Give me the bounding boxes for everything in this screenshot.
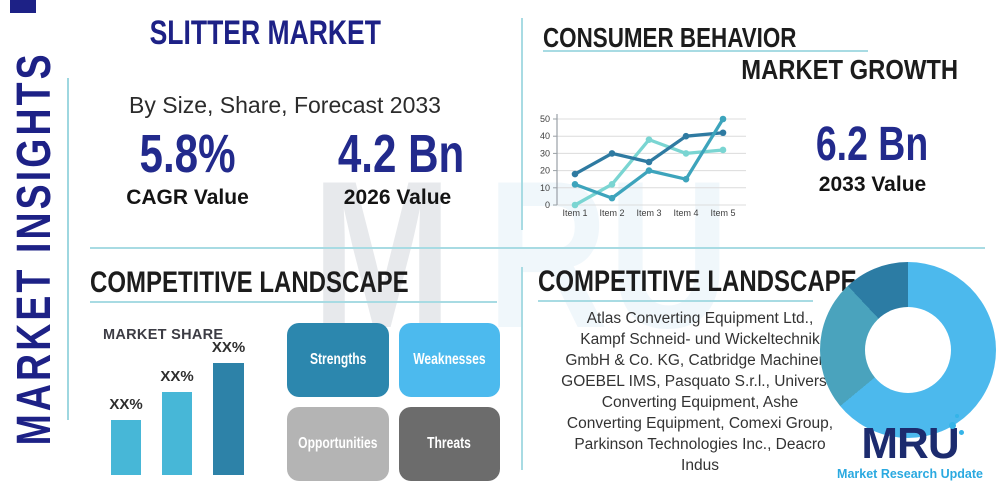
svg-text:Item 4: Item 4 <box>673 208 698 218</box>
stat-2033-value: 6.2 Bn 2033 Value <box>795 118 950 197</box>
page-subtitle: By Size, Share, Forecast 2033 <box>129 92 441 118</box>
cagr-value: 5.8% <box>139 124 236 184</box>
swot-grid: Strengths Weaknesses Opportunities Threa… <box>287 323 500 481</box>
svg-text:Item 2: Item 2 <box>599 208 624 218</box>
page-title: SLITTER MARKET <box>149 14 381 52</box>
market-insights-vertical-label: MARKET INSIGHTS <box>7 51 65 500</box>
market-share-bar <box>111 420 141 475</box>
svg-text:40: 40 <box>540 131 550 141</box>
consumer-behavior-title: CONSUMER BEHAVIOR <box>543 22 797 53</box>
market-insights-text: MARKET INSIGHTS <box>8 51 61 446</box>
label-2033: 2033 Value <box>818 173 927 197</box>
market-share-bar <box>162 392 192 475</box>
mru-watermark: M RU <box>312 150 790 360</box>
consumer-behavior-line-chart: 0 10 20 30 40 50 Item 1 Item 2 Item 3 Item 4 Item … <box>540 114 746 218</box>
swot-card-weaknesses: Weaknesses <box>398 323 500 397</box>
svg-text:30: 30 <box>540 148 550 158</box>
value-2033: 6.2 Bn <box>816 118 929 171</box>
logo-bubble-icon <box>959 430 964 435</box>
competitive-landscape-left-title: COMPETITIVE LANDSCAPE <box>90 266 409 299</box>
svg-text:50: 50 <box>540 114 550 124</box>
market-share-bar <box>213 363 244 475</box>
logo-bubble-icon <box>955 414 959 418</box>
svg-text:10: 10 <box>540 183 550 193</box>
swot-card-opportunities: Opportunities <box>287 407 389 481</box>
swot-card-threats: Threats <box>398 407 500 481</box>
stat-2026-value: 4.2 Bn 2026 Value <box>320 126 475 210</box>
left-vertical-divider <box>67 78 69 420</box>
corner-mark <box>10 0 36 13</box>
cagr-label: CAGR Value <box>126 185 249 209</box>
swot-card-strengths: Strengths <box>287 323 389 397</box>
bottom-vertical-divider <box>521 267 523 470</box>
competitive-landscape-right-title: COMPETITIVE LANDSCAPE <box>538 265 857 298</box>
company-list: Atlas Converting Equipment Ltd., Kampf S… <box>561 310 839 474</box>
market-share-bar-chart: XX% XX% XX% <box>90 335 260 475</box>
competitive-landscape-right-underline <box>538 300 813 302</box>
mru-logo-caption: Market Research Update <box>837 467 983 481</box>
market-growth-title: MARKET GROWTH <box>741 54 958 85</box>
consumer-behavior-underline <box>543 50 868 52</box>
watermark-letters-ru: RU <box>486 137 730 372</box>
top-vertical-divider <box>521 18 523 230</box>
competitive-landscape-left-underline <box>90 301 497 303</box>
mru-logo-text: MRU <box>861 419 959 468</box>
svg-text:Item 1: Item 1 <box>562 208 587 218</box>
market-share-label: MARKET SHARE <box>103 327 224 343</box>
label-2026: 2026 Value <box>343 185 452 209</box>
stat-cagr: 5.8% CAGR Value <box>110 126 265 210</box>
company-share-donut-chart <box>820 262 996 438</box>
svg-text:20: 20 <box>540 166 550 176</box>
donut-hole <box>865 307 951 393</box>
bar-value-label: XX% <box>109 396 143 413</box>
bar-value-label: XX% <box>211 339 246 356</box>
svg-text:0: 0 <box>545 200 550 210</box>
horizontal-divider <box>90 247 985 249</box>
mru-logo: MRU Market Research Update <box>830 414 990 481</box>
svg-text:Item 3: Item 3 <box>636 208 661 218</box>
svg-text:Item 5: Item 5 <box>710 208 735 218</box>
bar-value-label: XX% <box>160 368 194 385</box>
value-2026: 4.2 Bn <box>337 124 465 184</box>
logo-bubble-icon <box>949 422 956 429</box>
